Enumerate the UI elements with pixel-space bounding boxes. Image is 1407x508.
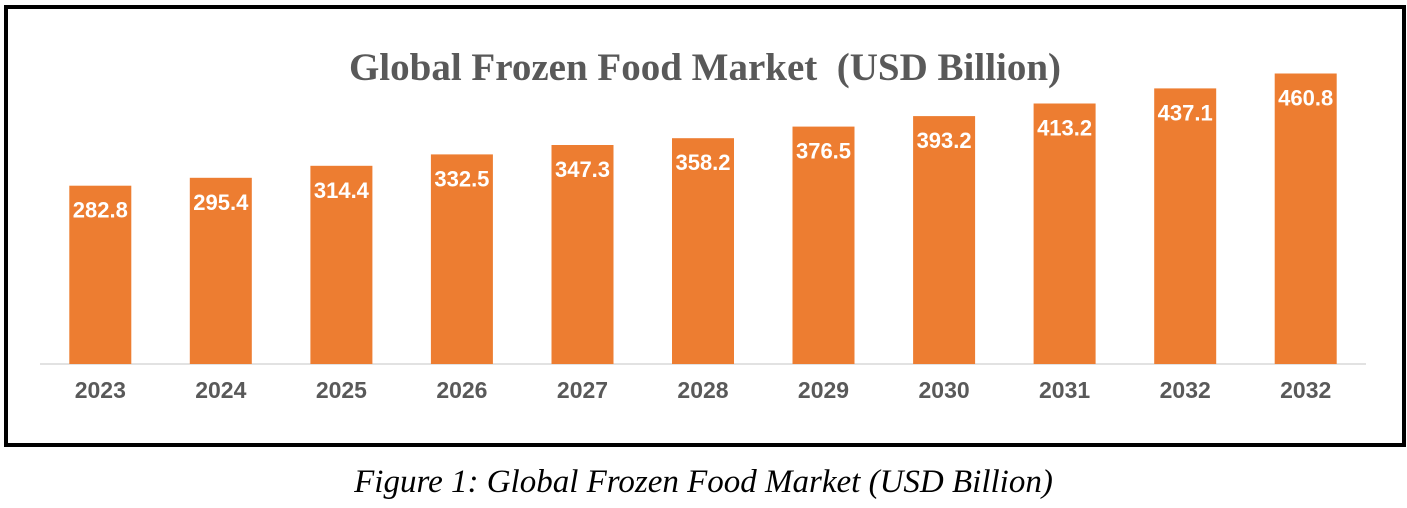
figure-caption: Figure 1: Global Frozen Food Market (USD…	[354, 464, 1053, 500]
data-label: 295.4	[193, 190, 249, 215]
bar-2029-6	[792, 126, 855, 364]
x-tick-label: 2032	[1160, 377, 1211, 403]
bar-2032-10	[1274, 73, 1337, 364]
data-label: 376.5	[796, 139, 851, 164]
x-tick-label: 2025	[316, 377, 367, 403]
x-tick-label: 2029	[798, 377, 849, 403]
data-label: 460.8	[1278, 86, 1333, 111]
x-tick-label: 2028	[677, 377, 728, 403]
bar-2032-9	[1154, 88, 1217, 365]
data-label: 347.3	[555, 157, 610, 182]
bar-2024-1	[189, 177, 252, 364]
x-tick-label: 2026	[436, 377, 487, 403]
bar-2025-2	[310, 165, 373, 364]
data-label: 437.1	[1158, 100, 1213, 125]
bar-2030-7	[913, 116, 976, 364]
data-label: 358.2	[675, 150, 730, 175]
data-label: 413.2	[1037, 116, 1092, 141]
x-tick-label: 2031	[1039, 377, 1090, 403]
bar-2031-8	[1033, 103, 1096, 364]
x-tick-label: 2024	[195, 377, 246, 403]
x-tick-label: 2027	[557, 377, 608, 403]
x-tick-label: 2030	[919, 377, 970, 403]
bar-2028-5	[672, 138, 734, 364]
x-tick-label: 2023	[75, 377, 126, 403]
data-label: 393.2	[917, 128, 972, 153]
chart-title: Global Frozen Food Market (USD Billion)	[348, 46, 1062, 89]
data-label: 332.5	[434, 166, 489, 191]
data-label: 282.8	[73, 198, 128, 223]
bar-2026-3	[430, 154, 493, 364]
bar-2023-0	[69, 185, 132, 364]
data-label: 314.4	[314, 178, 370, 203]
x-tick-label: 2032	[1280, 377, 1331, 403]
bar-2027-4	[551, 145, 614, 364]
